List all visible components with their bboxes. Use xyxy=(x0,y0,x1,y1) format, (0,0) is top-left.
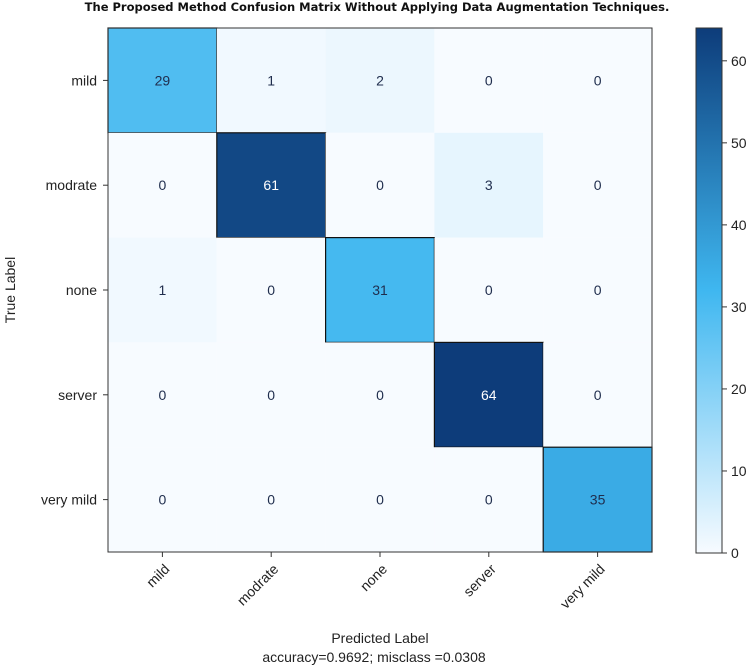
cell-3-1 xyxy=(216,342,326,448)
cell-value-3-0: 0 xyxy=(159,387,167,403)
cell-2-2 xyxy=(325,237,436,344)
cell-0-3 xyxy=(434,28,544,133)
cell-4-4 xyxy=(542,446,653,553)
cell-value-4-4: 35 xyxy=(590,492,606,508)
x-axis-label: Predicted Label xyxy=(331,630,428,646)
cell-value-1-0: 0 xyxy=(159,177,167,193)
x-tick-label: very mild xyxy=(557,561,608,612)
cell-value-1-4: 0 xyxy=(594,177,602,193)
colorbar-tick-label: 40 xyxy=(731,217,747,233)
cell-2-3 xyxy=(434,237,544,343)
cell-value-3-1: 0 xyxy=(267,387,275,403)
colorbar-tick-label: 0 xyxy=(731,545,739,561)
cell-value-2-2: 31 xyxy=(372,282,388,298)
cell-3-0 xyxy=(108,342,217,448)
cell-value-3-2: 0 xyxy=(376,387,384,403)
cell-value-0-0: 29 xyxy=(155,72,171,88)
cell-value-4-1: 0 xyxy=(267,492,275,508)
cell-2-4 xyxy=(543,237,652,343)
y-tick-label: mild xyxy=(71,72,97,88)
cell-value-0-1: 1 xyxy=(267,72,275,88)
cell-value-4-3: 0 xyxy=(485,492,493,508)
cell-value-2-3: 0 xyxy=(485,282,493,298)
cell-value-1-2: 0 xyxy=(376,177,384,193)
colorbar-tick-label: 20 xyxy=(731,381,747,397)
cell-2-0 xyxy=(108,237,217,343)
y-tick-labels: mild modrate none server very mild xyxy=(41,72,108,508)
x-tick-label: modrate xyxy=(234,561,282,609)
cell-value-2-1: 0 xyxy=(267,282,275,298)
cell-1-4 xyxy=(543,132,652,238)
cell-value-2-4: 0 xyxy=(594,282,602,298)
cell-value-3-3: 64 xyxy=(481,387,497,403)
x-tick-label: mild xyxy=(143,561,172,590)
cell-1-0 xyxy=(108,132,217,238)
cell-3-2 xyxy=(325,342,435,448)
cell-value-0-2: 2 xyxy=(376,72,384,88)
cell-3-4 xyxy=(543,342,652,448)
cell-value-0-3: 0 xyxy=(485,72,493,88)
cell-value-1-1: 61 xyxy=(263,177,279,193)
colorbar-tick-label: 60 xyxy=(731,53,747,69)
colorbar-ticks: 0 10 20 30 40 50 60 xyxy=(722,53,747,561)
chart-title: The Proposed Method Confusion Matrix Wit… xyxy=(85,0,670,14)
y-tick-label: server xyxy=(58,387,97,403)
cell-4-1 xyxy=(216,447,326,552)
cell-value-4-0: 0 xyxy=(159,492,167,508)
cell-4-0 xyxy=(108,447,217,552)
cell-4-2 xyxy=(325,447,435,552)
cell-0-4 xyxy=(543,28,652,133)
matrix-cell-labels: 29 1 2 0 0 0 61 0 3 0 1 0 31 0 0 0 0 0 64 0 0 0 0 0 35 xyxy=(155,72,606,507)
cell-value-0-4: 0 xyxy=(594,72,602,88)
matrix-cells xyxy=(107,27,653,553)
y-tick-label: none xyxy=(66,282,97,298)
x-tick-labels: mild modrate none server very mild xyxy=(143,552,608,612)
cell-1-2 xyxy=(325,132,435,238)
cell-3-3 xyxy=(433,341,544,448)
cell-2-1 xyxy=(216,237,326,343)
colorbar xyxy=(695,27,723,554)
cell-1-3 xyxy=(434,132,544,238)
cell-value-1-3: 3 xyxy=(485,177,493,193)
x-tick-label: server xyxy=(460,561,499,600)
cell-value-3-4: 0 xyxy=(594,387,602,403)
x-tick-label: none xyxy=(357,561,390,594)
colorbar-tick-label: 30 xyxy=(731,299,747,315)
cell-0-1 xyxy=(216,28,326,133)
y-tick-label: modrate xyxy=(46,177,98,193)
y-axis-label: True Label xyxy=(2,257,18,323)
accuracy-footer: accuracy=0.9692; misclass =0.0308 xyxy=(262,649,486,665)
cell-value-2-0: 1 xyxy=(159,282,167,298)
colorbar-tick-label: 50 xyxy=(731,135,747,151)
cell-4-3 xyxy=(434,447,544,552)
cell-0-2 xyxy=(325,28,435,133)
colorbar-tick-label: 10 xyxy=(731,463,747,479)
cell-value-4-2: 0 xyxy=(376,492,384,508)
cell-0-0 xyxy=(107,27,218,134)
y-tick-label: very mild xyxy=(41,492,97,508)
